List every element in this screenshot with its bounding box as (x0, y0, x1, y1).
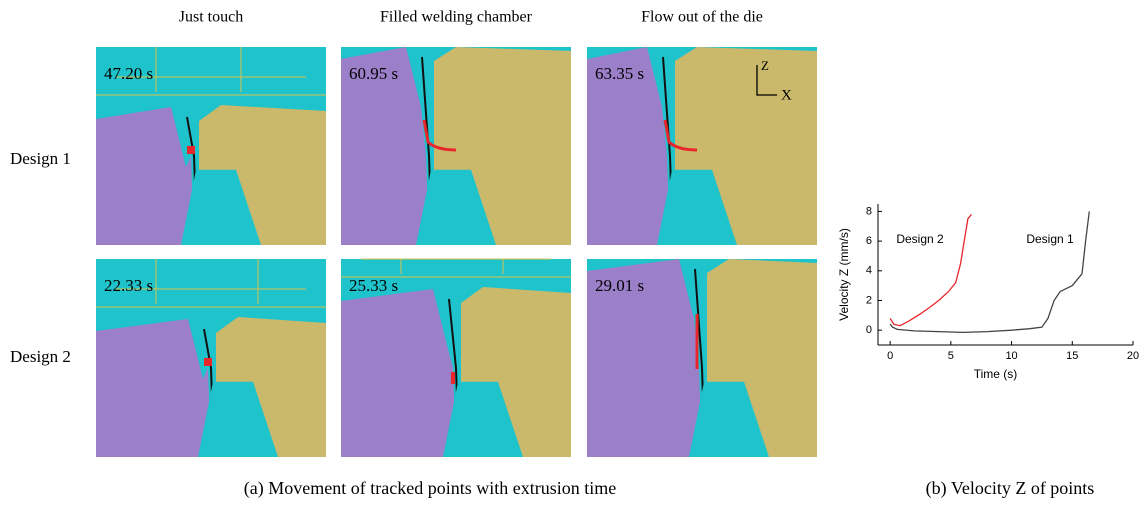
y-tick-label: 6 (866, 235, 872, 247)
x-tick-label: 0 (887, 350, 893, 362)
column-title: Just touch (179, 9, 243, 26)
time-label: 29.01 s (595, 276, 644, 295)
y-axis-label: Velocity Z (mm/s) (837, 228, 851, 321)
time-label: 63.35 s (595, 64, 644, 83)
column-title: Flow out of the die (641, 9, 763, 26)
axis-indicator-label: Z (761, 58, 769, 73)
series-line (890, 214, 971, 325)
time-label: 47.20 s (104, 64, 153, 83)
y-tick-label: 0 (866, 324, 872, 336)
y-tick-label: 2 (866, 294, 872, 306)
chart: 0 5 10 15 20 0 2 4 6 8 Time (s) Velocity Z (mm/s) De… (837, 204, 1139, 381)
row-label: Design 2 (10, 347, 71, 366)
time-label: 22.33 s (104, 276, 153, 295)
y-tick-label: 8 (866, 205, 872, 217)
y-tick-label: 4 (866, 265, 872, 277)
row-label: Design 1 (10, 149, 71, 168)
tracked-point (451, 372, 455, 384)
x-tick-label: 20 (1127, 350, 1139, 362)
time-label: 25.33 s (349, 276, 398, 295)
billet-left (341, 289, 456, 457)
figure: Just touch Filled welding chamber Flow o… (0, 0, 1143, 507)
x-axis-label: Time (s) (974, 367, 1018, 381)
time-label: 60.95 s (349, 64, 398, 83)
x-tick-label: 5 (948, 350, 954, 362)
caption: (a) Movement of tracked points with extr… (244, 478, 616, 499)
panels: 47.20 s 60.95 s 63.35 s 22.33 s 25.33 s 29.01… (96, 47, 817, 457)
x-tick-label: 10 (1005, 350, 1017, 362)
caption: (b) Velocity Z of points (926, 478, 1095, 499)
series-label: Design 2 (896, 232, 944, 246)
tracked-point (204, 358, 212, 366)
axis-indicator-label: X (781, 87, 792, 103)
column-title: Filled welding chamber (380, 9, 533, 26)
tracked-point (187, 146, 195, 154)
series-label: Design 1 (1026, 232, 1074, 246)
x-tick-label: 15 (1066, 350, 1078, 362)
